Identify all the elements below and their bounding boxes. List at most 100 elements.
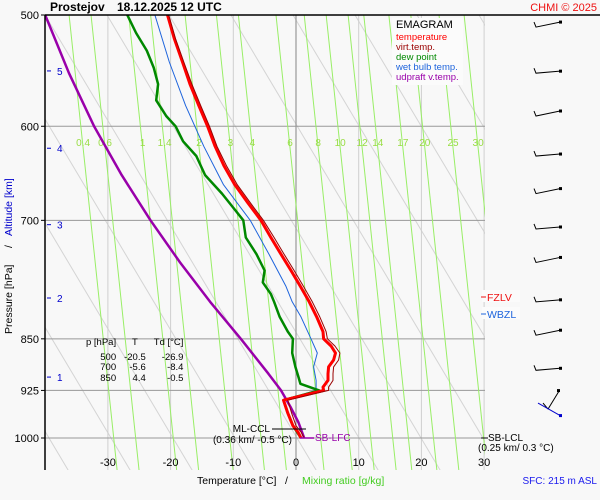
dry-adiabat-line (230, 15, 485, 443)
dry-adiabat-line (541, 15, 600, 485)
cell-t: 4.4 (132, 372, 146, 384)
dry-adiabat-line (354, 15, 485, 235)
cell-p: 700 (100, 362, 117, 373)
table-row: 500 -20.5 -26.9 (82, 351, 187, 364)
ml-ccl-label: ML-CCL (233, 424, 271, 435)
altitude-tick-label: 2 (57, 294, 63, 305)
y-tick-label: 500 (21, 10, 39, 22)
table-row: 850 4.4 -0.5 (82, 372, 187, 385)
mixing-ratio-line (90, 15, 140, 470)
mixing-ratio-label: 6 (287, 138, 293, 149)
x-tick-label: 10 (353, 457, 365, 469)
wind-barb-dot (559, 298, 562, 302)
fzlv-bg (482, 290, 520, 302)
mixing-ratio-label: 12 (357, 138, 369, 149)
series-temperature (166, 15, 337, 439)
grid-layer (0, 15, 600, 485)
dry-adiabat-line (45, 222, 193, 470)
x-tick-label: 0 (293, 457, 299, 469)
wind-barb-dot (559, 152, 562, 156)
y-tick-label: 925 (21, 385, 39, 397)
surface-wind-dot (559, 414, 562, 418)
cell-t: -5.6 (129, 362, 146, 373)
wind-barb-icon (533, 328, 562, 336)
wbzl-label: WBZL (487, 309, 516, 321)
wbzl-bg (482, 307, 520, 319)
dry-adiabat-line (478, 15, 485, 27)
mixing-ratio-lines: 0.4 0.6 1 1.4 2 3 4 6 8 10 12 14 17 20 25 30 (68, 15, 485, 470)
y-axis-label-altitude: Altitude [km] (3, 178, 15, 236)
x-axis-label: Temperature [°C] (197, 475, 277, 487)
x-axis-label-mixing: Mixing ratio [g/kg] (302, 475, 384, 487)
legend: EMAGRAM temperature virt.temp. dew point… (392, 18, 463, 85)
wind-barb-icon (533, 365, 562, 371)
mixing-ratio-label: 25 (447, 138, 459, 149)
wind-barb-dot (559, 255, 562, 259)
mixing-ratio-label: 0.4 (76, 138, 90, 149)
legend-item-updraft: udpraft v.temp. (396, 72, 459, 83)
station-name: Prostejov (50, 0, 105, 14)
wind-barb-shaft (533, 21, 561, 28)
legend-item-wet-bulb: wet bulb temp. (396, 62, 458, 73)
mixing-ratio-label: 1.4 (158, 138, 172, 149)
wind-barb-icon (533, 150, 562, 157)
sb-lcl-label: SB-LCL (488, 433, 523, 444)
sb-lfc-label: SB-LFC (315, 433, 351, 444)
mixing-ratio-label: 4 (250, 138, 256, 149)
mixing-ratio-label: 20 (419, 138, 431, 149)
chart-datetime: 18.12.2025 12 UTC (117, 0, 222, 14)
wind-barb-icon (533, 187, 562, 195)
mixing-ratio-line (215, 15, 265, 470)
altitude-tick-label: 1 (57, 373, 63, 384)
cell-td: -8.4 (167, 362, 184, 373)
wind-barb-shaft (533, 110, 561, 117)
series-virt-temp (168, 15, 341, 439)
mixing-ratio-line (347, 15, 397, 470)
mixing-ratio-label: 2 (196, 138, 202, 149)
dry-adiabat-line (292, 15, 485, 339)
cell-t: -20.5 (124, 351, 146, 363)
mixing-ratio-line (128, 15, 178, 470)
series-udpraft-v-temp (45, 15, 306, 439)
y-tick-label: 700 (21, 215, 39, 227)
table-row: 700 -5.6 -8.4 (82, 362, 187, 374)
wind-barb-dot (559, 328, 562, 332)
series-dew-point (126, 15, 321, 439)
dry-adiabat-line (106, 15, 379, 470)
legend-item-virt-temp: virt.temp. (396, 42, 436, 53)
wind-barb-icon (533, 67, 562, 74)
wind-barb-icon (533, 20, 562, 28)
wind-barb-shaft (533, 256, 561, 264)
wind-barb-icon (533, 109, 562, 117)
copyright: CHMI © 2025 (530, 2, 597, 14)
mixing-ratio-label: 1 (140, 138, 146, 149)
wind-barb-icon (533, 296, 562, 303)
mixing-ratio-label: 10 (335, 138, 347, 149)
header-pressure: p [hPa] (86, 337, 117, 348)
x-tick-label: -30 (100, 457, 116, 469)
cell-td: -0.5 (167, 372, 184, 384)
wind-barb-dot (559, 366, 562, 370)
mixing-ratio-label: 14 (372, 138, 384, 149)
wind-barb-shaft (533, 365, 561, 371)
wind-barb-shaft (547, 390, 560, 410)
mixing-ratio-line (363, 15, 413, 470)
sb-lcl-detail: (0.25 km/ 0.3 °C) (478, 443, 554, 454)
wind-barb-icon (533, 255, 562, 264)
legend-item-dew-point: dew point (396, 52, 437, 63)
legend-item-temperature: temperature (396, 32, 448, 43)
header-temp: T (132, 337, 138, 348)
mixing-ratio-line (275, 15, 325, 470)
cell-p: 500 (100, 351, 117, 363)
mixing-ratio-line (438, 15, 485, 456)
mixing-ratio-line (68, 15, 118, 470)
wind-barb-shaft (533, 188, 561, 195)
wind-barbs (533, 20, 562, 418)
dry-adiabat-line (0, 15, 15, 485)
legend-title: EMAGRAM (396, 19, 453, 31)
y-axis-separator: / (3, 245, 15, 248)
dry-adiabat-line (416, 15, 485, 131)
cell-p: 850 (100, 372, 117, 384)
